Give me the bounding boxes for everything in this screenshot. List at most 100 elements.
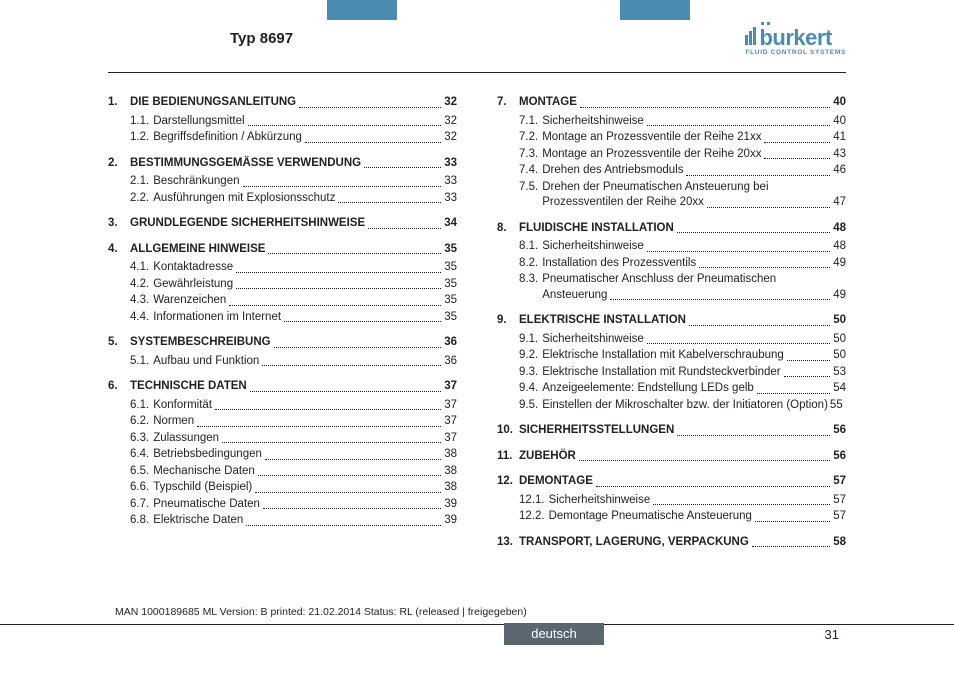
toc-sub-item[interactable]: 9.2.Elektrische Installation mit Kabelve… <box>497 348 846 364</box>
toc-section-title[interactable]: 12.DEMONTAGE57 <box>497 474 846 490</box>
section-heading: GRUNDLEGENDE SICHERHEITSHINWEISE <box>130 216 365 232</box>
sub-number: 4.4. <box>130 310 149 326</box>
toc-sub-item[interactable]: 4.4.Informationen im Internet35 <box>108 310 457 326</box>
toc-sub-item[interactable]: 7.5.Drehen der Pneumatischen Ansteuerung… <box>497 180 846 211</box>
toc-section-title[interactable]: 3.GRUNDLEGENDE SICHERHEITSHINWEISE34 <box>108 216 457 232</box>
sub-text-line2: Prozessventilen der Reihe 20xx <box>542 195 704 211</box>
sub-text: Warenzeichen <box>153 293 226 309</box>
section-number: 11. <box>497 449 519 465</box>
toc-sub-item[interactable]: 6.2.Normen37 <box>108 414 457 430</box>
toc-sub-item[interactable]: 4.3.Warenzeichen35 <box>108 293 457 309</box>
toc-section-title[interactable]: 11.ZUBEHÖR56 <box>497 449 846 465</box>
toc-section: 5.SYSTEMBESCHREIBUNG36 5.1.Aufbau und Fun… <box>108 335 457 369</box>
sub-page: 41 <box>833 130 846 146</box>
sub-page: 38 <box>444 447 457 463</box>
header-tab-right <box>620 0 690 20</box>
section-heading: TECHNISCHE DATEN <box>130 379 247 395</box>
section-number: 1. <box>108 95 130 111</box>
sub-number: 2.2. <box>130 191 149 207</box>
toc-sub-item[interactable]: 6.1.Konformität37 <box>108 398 457 414</box>
leader-dots <box>263 497 441 510</box>
section-number: 3. <box>108 216 130 232</box>
leader-dots <box>677 221 830 234</box>
toc-sub-item[interactable]: 12.2.Demontage Pneumatische Ansteuerung5… <box>497 509 846 525</box>
sub-text: Sicherheitshinweise <box>549 493 651 509</box>
sub-number: 5.1. <box>130 354 149 370</box>
leader-dots <box>677 423 830 436</box>
toc-sub-item[interactable]: 7.1.Sicherheitshinweise40 <box>497 114 846 130</box>
toc-section-title[interactable]: 6.TECHNISCHE DATEN37 <box>108 379 457 395</box>
toc-sub-item[interactable]: 7.3.Montage an Prozessventile der Reihe … <box>497 147 846 163</box>
toc-sub-item[interactable]: 8.2.Installation des Prozessventils49 <box>497 256 846 272</box>
leader-dots <box>338 191 441 204</box>
sub-page: 49 <box>833 288 846 304</box>
footer-rule <box>0 624 954 625</box>
section-number: 6. <box>108 379 130 395</box>
section-number: 13. <box>497 535 519 551</box>
toc-sub-item[interactable]: 6.3.Zulassungen37 <box>108 431 457 447</box>
sub-number: 1.1. <box>130 114 149 130</box>
toc-section-title[interactable]: 13.TRANSPORT, LAGERUNG, VERPACKUNG58 <box>497 535 846 551</box>
toc-section: 11.ZUBEHÖR56 <box>497 449 846 465</box>
toc-sub-item[interactable]: 6.4.Betriebsbedingungen38 <box>108 447 457 463</box>
toc-sub-item[interactable]: 8.3.Pneumatischer Anschluss der Pneumati… <box>497 272 846 303</box>
toc-section-title[interactable]: 10.SICHERHEITSSTELLUNGEN56 <box>497 423 846 439</box>
section-number: 2. <box>108 156 130 172</box>
toc-section-title[interactable]: 5.SYSTEMBESCHREIBUNG36 <box>108 335 457 351</box>
sub-page: 53 <box>833 365 846 381</box>
section-page: 32 <box>444 95 457 111</box>
toc-sub-item[interactable]: 9.4.Anzeigeelemente: Endstellung LEDs ge… <box>497 381 846 397</box>
sub-page: 39 <box>444 497 457 513</box>
leader-dots <box>707 195 830 208</box>
section-page: 50 <box>833 313 846 329</box>
toc-sub-item[interactable]: 6.7.Pneumatische Daten39 <box>108 497 457 513</box>
toc-sub-item[interactable]: 1.1.Darstellungsmittel32 <box>108 114 457 130</box>
toc-section: 6.TECHNISCHE DATEN37 6.1.Konformität376.2… <box>108 379 457 529</box>
toc-section-title[interactable]: 9.ELEKTRISCHE INSTALLATION50 <box>497 313 846 329</box>
sub-text: Typschild (Beispiel) <box>153 480 252 496</box>
sub-number: 9.1. <box>519 332 538 348</box>
toc-section-title[interactable]: 8.FLUIDISCHE INSTALLATION48 <box>497 221 846 237</box>
sub-page: 38 <box>444 480 457 496</box>
toc-sub-item[interactable]: 1.2.Begriffsdefinition / Abkürzung32 <box>108 130 457 146</box>
toc-section-title[interactable]: 2.BESTIMMUNGSGEMÄSSE VERWENDUNG33 <box>108 156 457 172</box>
toc-sub-item[interactable]: 5.1.Aufbau und Funktion36 <box>108 354 457 370</box>
toc-section-title[interactable]: 1.DIE BEDIENUNGSANLEITUNG32 <box>108 95 457 111</box>
leader-dots <box>274 335 442 348</box>
brand-logo: burkert FLUID CONTROL SYSTEMS <box>745 25 846 56</box>
sub-text: Ausführungen mit Explosionsschutz <box>153 191 335 207</box>
toc-section-title[interactable]: 4.ALLGEMEINE HINWEISE35 <box>108 242 457 258</box>
sub-text-line1: Drehen der Pneumatischen Ansteuerung bei <box>542 180 846 196</box>
sub-text: Demontage Pneumatische Ansteuerung <box>549 509 752 525</box>
leader-dots <box>596 474 830 487</box>
toc-sub-item[interactable]: 12.1.Sicherheitshinweise57 <box>497 493 846 509</box>
sub-number: 9.3. <box>519 365 538 381</box>
document-title: Typ 8697 <box>230 30 293 47</box>
toc-sub-item[interactable]: 4.1.Kontaktadresse35 <box>108 260 457 276</box>
toc-sub-item[interactable]: 4.2.Gewährleistung35 <box>108 277 457 293</box>
sub-text: Elektrische Installation mit Kabelversch… <box>542 348 784 364</box>
toc-sub-item[interactable]: 7.2.Montage an Prozessventile der Reihe … <box>497 130 846 146</box>
sub-page: 50 <box>833 332 846 348</box>
sub-page: 49 <box>833 256 846 272</box>
sub-page: 47 <box>833 195 846 211</box>
leader-dots <box>268 242 441 255</box>
sub-number: 6.7. <box>130 497 149 513</box>
sub-page: 32 <box>444 114 457 130</box>
sub-page: 40 <box>833 114 846 130</box>
toc-sub-item[interactable]: 9.3.Elektrische Installation mit Rundste… <box>497 365 846 381</box>
toc-sub-item[interactable]: 2.2.Ausführungen mit Explosionsschutz33 <box>108 191 457 207</box>
toc-sub-item[interactable]: 6.8.Elektrische Daten39 <box>108 513 457 529</box>
toc-sub-item[interactable]: 9.1.Sicherheitshinweise50 <box>497 332 846 348</box>
sub-page: 57 <box>833 509 846 525</box>
sub-number: 4.2. <box>130 277 149 293</box>
toc-section-title[interactable]: 7.MONTAGE40 <box>497 95 846 111</box>
toc-sub-item[interactable]: 8.1.Sicherheitshinweise48 <box>497 239 846 255</box>
toc-sub-item[interactable]: 9.5.Einstellen der Mikroschalter bzw. de… <box>497 398 846 414</box>
toc-sub-item[interactable]: 2.1.Beschränkungen33 <box>108 174 457 190</box>
toc-sub-item[interactable]: 6.6.Typschild (Beispiel)38 <box>108 480 457 496</box>
toc-sub-item[interactable]: 6.5.Mechanische Daten38 <box>108 464 457 480</box>
toc-sub-item[interactable]: 7.4.Drehen des Antriebsmoduls46 <box>497 163 846 179</box>
sub-page: 35 <box>444 260 457 276</box>
sub-page: 33 <box>444 174 457 190</box>
